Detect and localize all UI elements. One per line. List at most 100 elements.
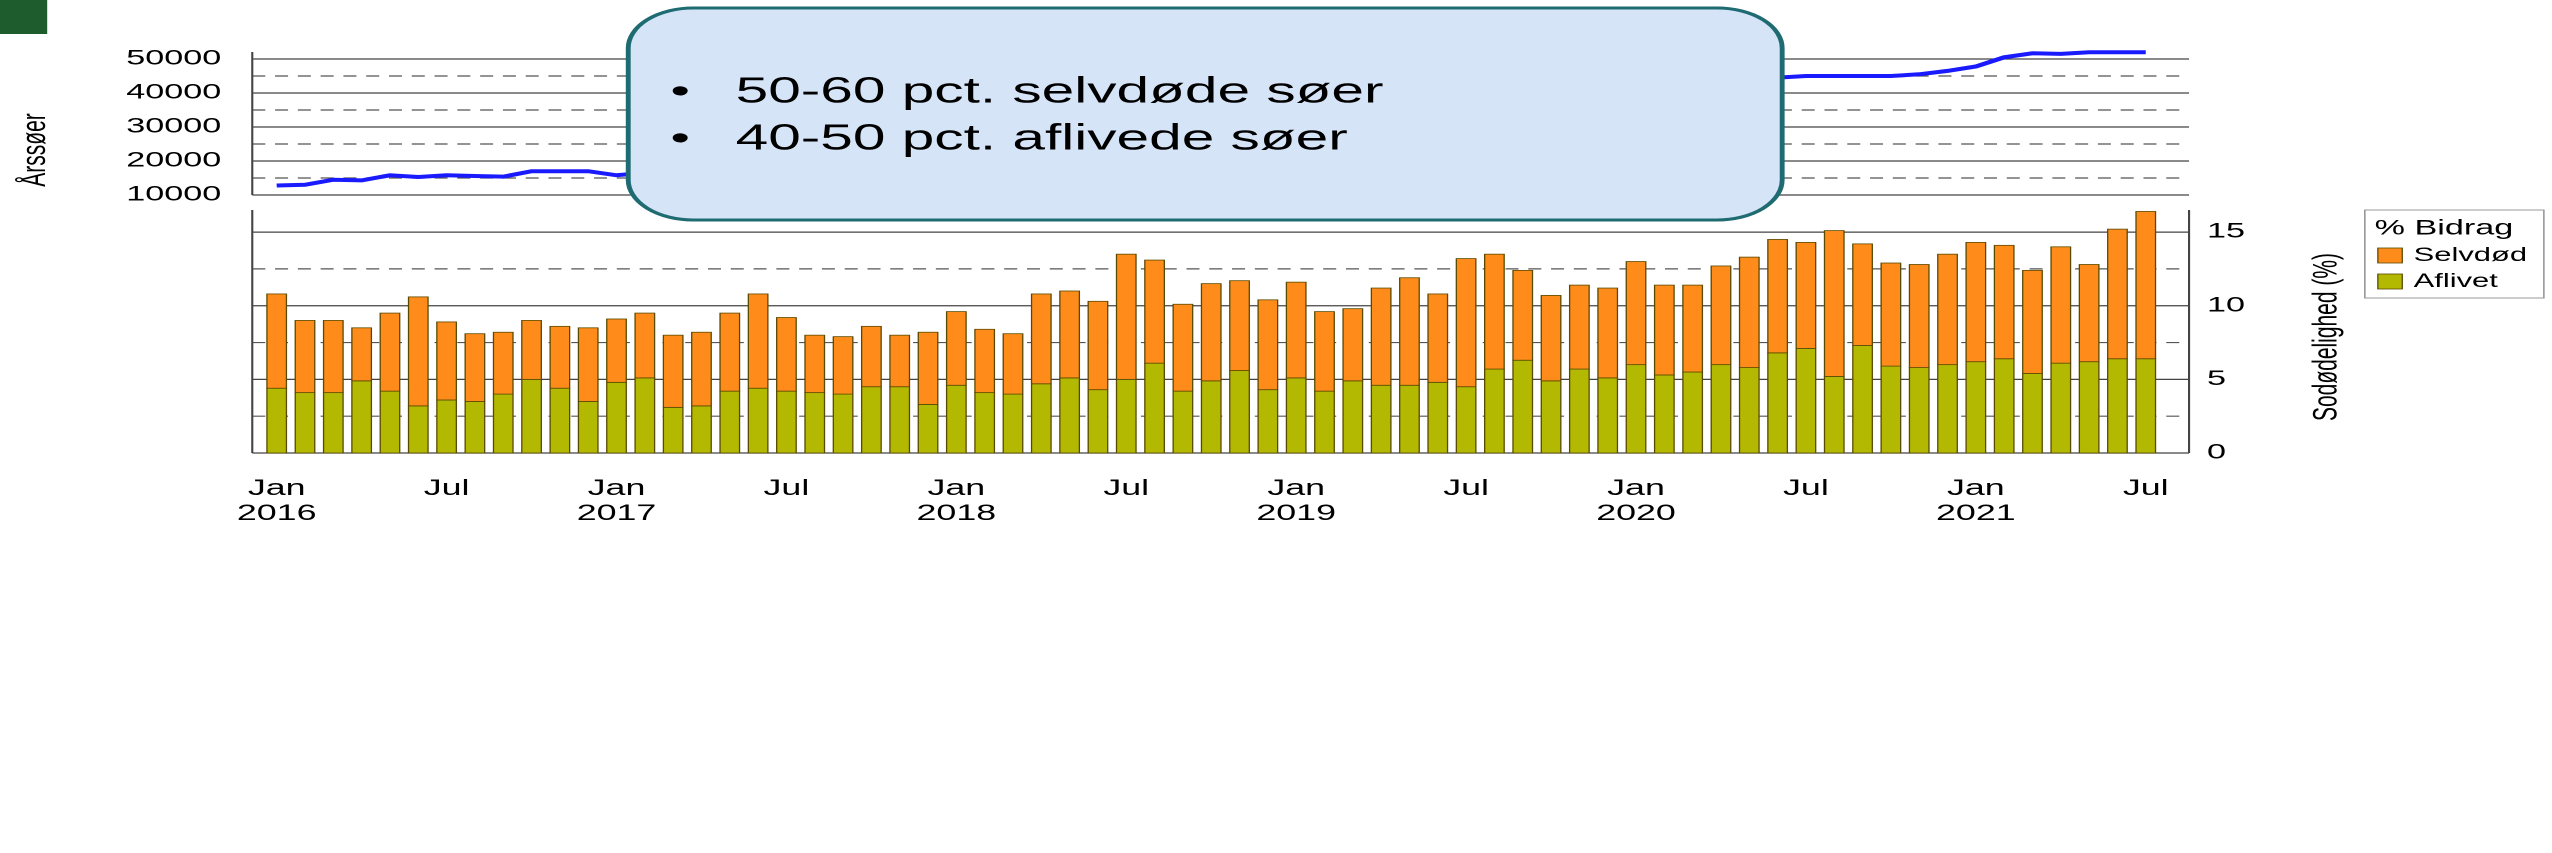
bar-segment — [1229, 370, 1250, 454]
bar-segment — [1738, 256, 1760, 368]
bar-segment — [1993, 244, 2015, 360]
bar-segment — [1200, 283, 1222, 382]
bar-segment — [1030, 383, 1052, 454]
bar-segment — [1880, 262, 1902, 367]
legend-label: Aflivet — [2414, 271, 2498, 292]
y-tick-label: 30000 — [126, 114, 221, 138]
bar-segment — [1795, 241, 1817, 349]
callout-item: 40-50 pct. aflivede søer — [736, 118, 1348, 158]
bar-segment — [1087, 300, 1109, 391]
x-tick-label: Jan 2016 — [237, 476, 317, 525]
bar-segment — [832, 393, 854, 454]
bar-segment — [322, 320, 344, 394]
bar-segment — [1370, 384, 1392, 454]
x-tick-label: Jan 2017 — [577, 476, 657, 525]
bar-segment — [1059, 377, 1081, 454]
bar-segment — [2050, 362, 2072, 454]
y-tick-label: 10000 — [126, 182, 221, 206]
bar-segment — [1059, 290, 1081, 379]
bar-segment — [1795, 348, 1817, 454]
bar-segment — [1427, 293, 1449, 383]
bar-segment — [1342, 308, 1364, 382]
legend-swatch — [2377, 273, 2403, 290]
bar-segment — [351, 327, 373, 382]
bar-segment — [1823, 230, 1845, 377]
x-tick-label: Jan 2021 — [1936, 476, 2016, 525]
bar-segment — [1257, 389, 1279, 454]
bar-segment — [1172, 303, 1194, 392]
bar-segment — [1653, 284, 1675, 376]
bar-segment — [2078, 361, 2100, 454]
bar-segment — [266, 387, 288, 454]
bar-segment — [1682, 371, 1704, 454]
x-tick-label: Jul — [424, 476, 470, 500]
bar-segment — [577, 327, 599, 402]
bar-segment — [1172, 390, 1194, 454]
bar-segment — [634, 312, 656, 379]
bar-segment — [2135, 358, 2157, 454]
bullet: • — [671, 71, 690, 109]
bar-segment — [1908, 264, 1930, 368]
bullet: • — [671, 118, 690, 156]
y-tick-label: 10 — [2207, 293, 2245, 317]
bar-segment — [379, 312, 401, 392]
bar-segment — [2022, 373, 2043, 454]
bar-segment — [804, 392, 826, 454]
x-tick-label: Jul — [1783, 476, 1829, 500]
bar-segment — [1908, 367, 1930, 454]
bar-segment — [776, 390, 797, 454]
bar-segment — [691, 405, 712, 454]
bar-segment — [974, 392, 996, 454]
bar-segment — [1710, 265, 1732, 366]
bar-segment — [1115, 253, 1137, 380]
bar-segment — [521, 378, 542, 454]
bar-segment — [804, 334, 826, 394]
bar-segment — [1823, 376, 1845, 454]
bar-segment — [407, 296, 429, 407]
bar-segment — [1257, 299, 1279, 391]
bar-segment — [2078, 264, 2100, 363]
bar-segment — [719, 390, 741, 454]
bar-segment — [1852, 345, 1873, 454]
bar-segment — [889, 386, 911, 454]
bar-segment — [917, 331, 939, 405]
y-tick-label: 0 — [2207, 440, 2226, 464]
bar-segment — [2050, 246, 2072, 364]
y2-axis-label: Sodødelighed (%) — [2306, 253, 2345, 421]
bar-segment — [1427, 381, 1449, 454]
bar-segment — [1880, 365, 1902, 454]
bar-segment — [606, 318, 627, 383]
bar-segment — [1738, 367, 1760, 454]
bar-segment — [492, 331, 514, 395]
bar-segment — [1314, 390, 1335, 454]
bar-segment — [747, 293, 769, 389]
bar-segment — [719, 312, 741, 392]
bar-segment — [2135, 211, 2157, 360]
y-tick-label: 20000 — [126, 148, 221, 172]
bar-segment — [860, 325, 882, 388]
bar-segment — [662, 334, 684, 408]
bar-segment — [1512, 359, 1534, 454]
logo-square — [0, 0, 48, 34]
bar-segment — [974, 328, 996, 394]
bar-segment — [1767, 239, 1789, 354]
bar-segment — [549, 387, 571, 454]
bar-segment — [1455, 258, 1477, 388]
bar-segment — [351, 380, 373, 454]
bar-segment — [1002, 333, 1024, 395]
bar-segment — [1568, 368, 1590, 454]
bar-segment — [2022, 269, 2043, 374]
bar-segment — [1540, 380, 1562, 454]
legend-swatch — [2377, 247, 2403, 264]
bar-segment — [577, 401, 599, 454]
bar-segment — [1965, 361, 1987, 454]
x-tick-label: Jan 2018 — [917, 476, 997, 525]
bar-segment — [1399, 384, 1420, 454]
bar-segment — [1484, 253, 1505, 370]
bar-segment — [662, 406, 684, 454]
bar-segment — [945, 384, 967, 454]
x-tick-label: Jul — [2123, 476, 2169, 500]
bar-segment — [436, 321, 458, 401]
